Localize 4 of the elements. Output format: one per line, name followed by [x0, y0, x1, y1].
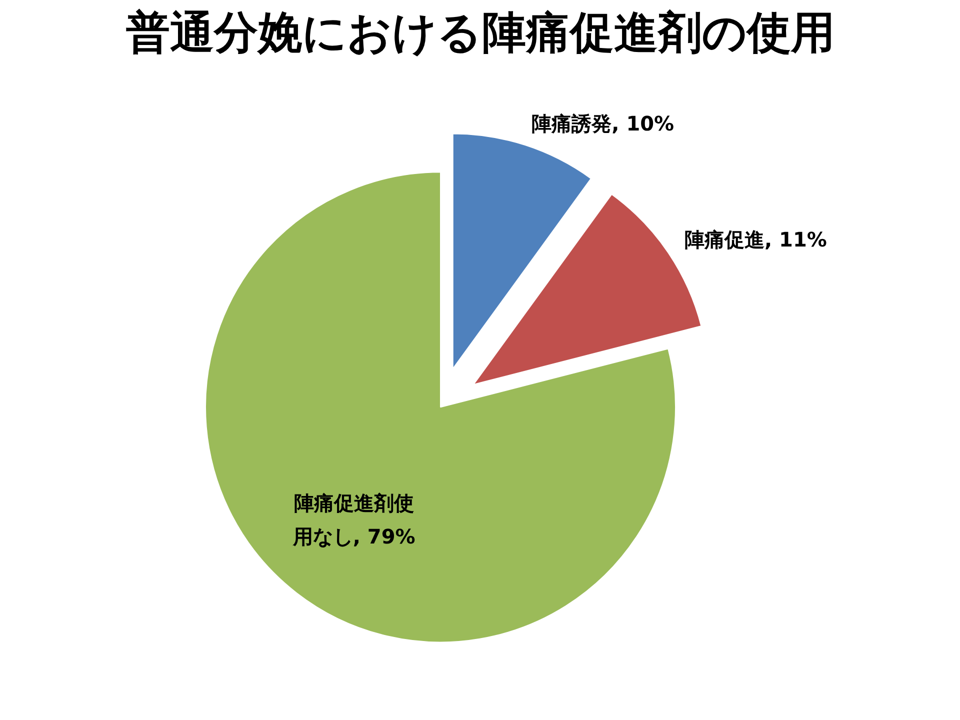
slice-label: 陣痛促進, 11% — [684, 228, 827, 252]
slice-label: 陣痛誘発, 10% — [532, 112, 674, 136]
slice-label: 陣痛促進剤使用なし, 79% — [292, 490, 416, 549]
chart-title: 普通分娩における陣痛促進剤の使用 — [126, 8, 835, 58]
